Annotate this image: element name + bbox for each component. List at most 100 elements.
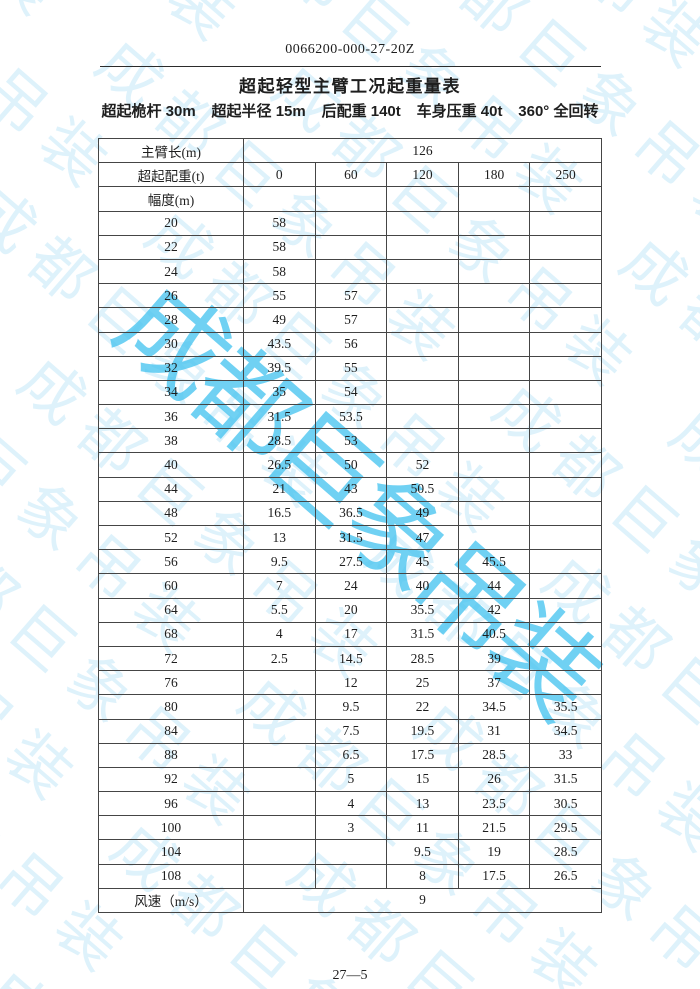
capacity-cell (386, 379, 459, 406)
capacity-cell (386, 355, 459, 381)
capacity-row: 84 7.5 19.5 31 34.5 (98, 718, 602, 744)
capacity-cell: 16.5 (243, 500, 316, 527)
capacity-cell (529, 573, 602, 599)
capacity-cell (243, 815, 316, 841)
condition-carbody-weight: 车身压重 40t (416, 103, 503, 120)
capacity-cell: 2.5 (243, 645, 316, 672)
capacity-cell: 58 (243, 210, 316, 236)
counterweight-column-header: 180 (457, 162, 531, 188)
capacity-cell (457, 331, 531, 357)
capacity-cell (457, 355, 531, 381)
capacity-cell: 45 (386, 549, 459, 575)
capacity-cell (457, 379, 531, 406)
capacity-row: 52 13 31.5 47 (98, 524, 602, 551)
capacity-cell (243, 863, 316, 889)
capacity-cell (457, 258, 531, 285)
radius-cell: 100 (98, 815, 244, 841)
capacity-row: 76 12 25 37 (98, 670, 602, 696)
capacity-cell (529, 500, 602, 527)
capacity-cell (457, 307, 531, 333)
capacity-cell (457, 283, 531, 309)
capacity-cell (457, 210, 531, 236)
capacity-cell: 26 (457, 766, 531, 793)
capacity-cell (386, 428, 459, 454)
capacity-cell (529, 404, 602, 430)
table-header-rows: 主臂长(m) 126 超起配重(t) 0 60 120 180 250 幅度(m… (98, 137, 602, 212)
wind-speed-row: 风速（m/s） 9 (98, 887, 602, 914)
radius-cell: 96 (98, 791, 244, 817)
capacity-cell (386, 283, 459, 309)
radius-cell: 108 (98, 863, 244, 889)
superlift-counterweight-label: 超起配重(t) (98, 162, 244, 188)
capacity-row: 48 16.5 36.5 49 (98, 500, 602, 527)
condition-slewing: 360° 全回转 (518, 103, 599, 120)
radius-cell: 68 (98, 621, 244, 647)
empty-cell (386, 186, 459, 212)
capacity-cell (243, 718, 316, 744)
capacity-cell: 17 (314, 621, 388, 647)
capacity-cell (529, 331, 602, 357)
condition-rear-counterweight: 后配重 140t (321, 103, 401, 120)
capacity-cell (529, 355, 602, 381)
radius-cell: 60 (98, 573, 244, 599)
capacity-cell: 28.5 (457, 742, 531, 768)
capacity-row: 60 7 24 40 44 (98, 573, 602, 599)
capacity-cell: 21 (243, 476, 316, 502)
capacity-cell: 31.5 (529, 766, 602, 793)
capacity-cell: 35.5 (386, 597, 459, 623)
capacity-cell (243, 694, 316, 720)
radius-cell: 28 (98, 307, 244, 333)
radius-cell: 84 (98, 718, 244, 744)
capacity-cell (529, 307, 602, 333)
radius-cell: 44 (98, 476, 244, 502)
boom-length-value: 126 (243, 137, 602, 164)
capacity-cell: 9.5 (243, 549, 316, 575)
capacity-cell: 42 (457, 597, 531, 623)
radius-cell: 64 (98, 597, 244, 623)
capacity-cell: 31.5 (314, 524, 388, 551)
capacity-cell: 35 (243, 379, 316, 406)
capacity-cell: 34.5 (529, 718, 602, 744)
radius-cell: 36 (98, 404, 244, 430)
capacity-cell: 9.5 (386, 839, 459, 865)
capacity-row: 64 5.5 20 35.5 42 (98, 597, 602, 623)
radius-cell: 48 (98, 500, 244, 527)
capacity-cell (386, 331, 459, 357)
counterweight-column-header: 0 (243, 162, 316, 188)
radius-header-row: 幅度(m) (98, 186, 602, 212)
capacity-cell: 58 (243, 234, 316, 260)
capacity-row: 104 9.5 19 28.5 (98, 839, 602, 865)
capacity-cell: 31.5 (386, 621, 459, 647)
capacity-cell (529, 428, 602, 454)
capacity-cell: 39 (457, 645, 531, 672)
capacity-cell: 9.5 (314, 694, 388, 720)
capacity-cell: 57 (314, 283, 388, 309)
capacity-row: 88 6.5 17.5 28.5 33 (98, 742, 602, 768)
capacity-cell: 36.5 (314, 500, 388, 527)
counterweight-column-header: 120 (386, 162, 459, 188)
capacity-cell (386, 307, 459, 333)
capacity-cell (529, 452, 602, 478)
capacity-cell (386, 210, 459, 236)
page-title: 超起轻型主臂工况起重量表 (239, 77, 461, 96)
capacity-cell: 39.5 (243, 355, 316, 381)
capacity-row: 96 4 13 23.5 30.5 (98, 791, 602, 817)
capacity-cell (529, 476, 602, 502)
header-divider (99, 66, 601, 67)
capacity-cell (457, 234, 531, 260)
capacity-cell: 50 (314, 452, 388, 478)
capacity-cell (314, 258, 388, 285)
capacity-cell (529, 234, 602, 260)
radius-cell: 40 (98, 452, 244, 478)
capacity-cell: 8 (386, 863, 459, 889)
capacity-cell: 23.5 (457, 791, 531, 817)
capacity-cell: 6.5 (314, 742, 388, 768)
capacity-row: 32 39.5 55 (98, 355, 602, 381)
capacity-cell: 31 (457, 718, 531, 744)
capacity-cell (529, 597, 602, 623)
capacity-cell: 34.5 (457, 694, 531, 720)
capacity-cell (314, 839, 388, 865)
capacity-cell (529, 283, 602, 309)
capacity-cell (529, 670, 602, 696)
capacity-cell: 13 (386, 791, 459, 817)
